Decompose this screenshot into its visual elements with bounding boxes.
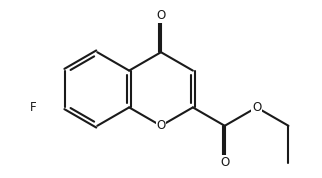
Text: F: F: [30, 101, 37, 114]
Text: O: O: [220, 156, 229, 169]
Text: O: O: [156, 9, 166, 22]
Text: O: O: [252, 101, 261, 114]
Text: O: O: [156, 119, 166, 132]
